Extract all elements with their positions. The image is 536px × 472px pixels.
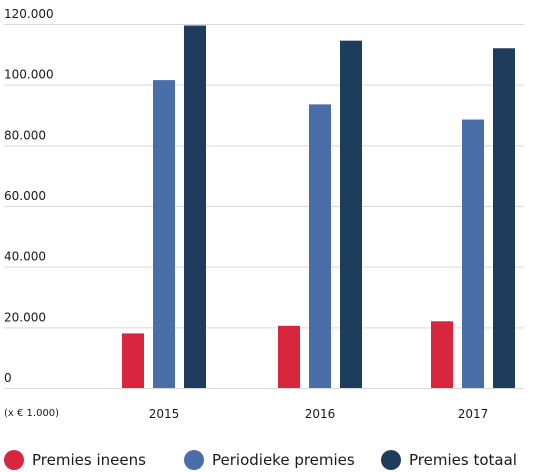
- bar-periodieke-premies-2015: [153, 80, 175, 388]
- y-tick-label: 40.000: [4, 250, 46, 264]
- bar-periodieke-premies-2016: [309, 104, 331, 388]
- bar-premies-ineens-2015: [122, 333, 144, 388]
- bar-premies-totaal-2015: [184, 25, 206, 389]
- x-tick-label: 2016: [305, 407, 336, 420]
- x-tick-label: 2017: [458, 407, 489, 420]
- bar-premies-ineens-2017: [431, 321, 453, 388]
- legend-swatch-premies-totaal: [381, 450, 401, 470]
- unit-label: (x € 1.000): [4, 408, 59, 419]
- bars: [122, 25, 515, 389]
- y-tick-label: 80.000: [4, 128, 46, 142]
- bar-periodieke-premies-2017: [462, 119, 484, 389]
- legend-label: Premies totaal: [409, 451, 517, 469]
- legend-item-premies-ineens: Premies ineens: [4, 448, 146, 472]
- legend-swatch-periodieke-premies: [184, 450, 204, 470]
- bar-premies-totaal-2016: [340, 40, 362, 388]
- legend-label: Periodieke premies: [212, 451, 355, 469]
- y-tick-label: 100.000: [4, 68, 54, 82]
- legend-item-premies-totaal: Premies totaal: [381, 448, 517, 472]
- x-axis-tick-labels: 2015 2016 2017: [149, 407, 489, 420]
- legend-swatch-premies-ineens: [4, 450, 24, 470]
- y-axis-tick-labels: 0 20.000 40.000 60.000 80.000 100.000 120.000: [4, 7, 54, 385]
- legend-label: Premies ineens: [32, 451, 146, 469]
- y-tick-label: 20.000: [4, 310, 46, 324]
- x-tick-label: 2015: [149, 407, 180, 420]
- bar-premies-ineens-2016: [278, 325, 300, 388]
- legend-item-periodieke-premies: Periodieke premies: [184, 448, 355, 472]
- bar-premies-totaal-2017: [493, 48, 515, 389]
- y-tick-label: 120.000: [4, 7, 54, 21]
- bar-chart: 020.00040.00060.00080.000100.000120.000 …: [4, 7, 524, 420]
- gridlines: [4, 24, 524, 389]
- y-tick-label: 0: [4, 371, 12, 385]
- legend: Premies ineens Periodieke premies Premie…: [4, 448, 534, 472]
- y-tick-label: 60.000: [4, 189, 46, 203]
